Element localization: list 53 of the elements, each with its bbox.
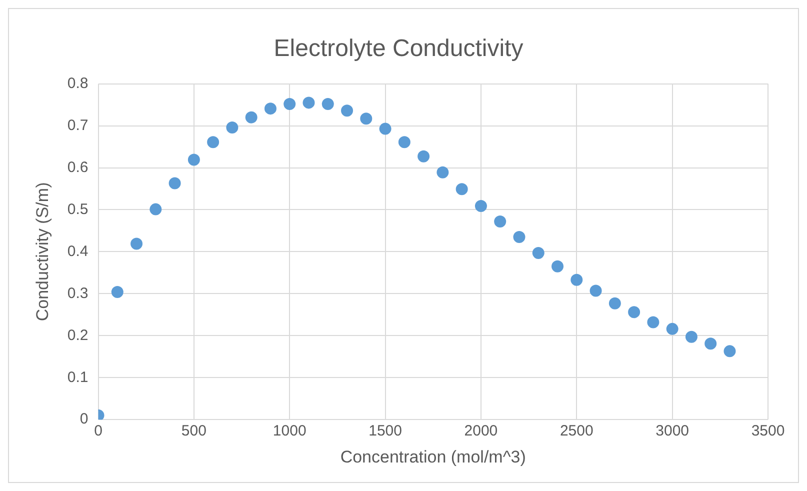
- y-tick-label: 0.6: [67, 158, 88, 176]
- y-tick-label: 0.2: [67, 326, 88, 344]
- y-tick-label: 0.7: [67, 116, 88, 134]
- x-tick-label: 500: [181, 422, 206, 440]
- x-tick-label: 2000: [464, 422, 498, 440]
- point: [284, 98, 296, 110]
- point: [608, 297, 621, 310]
- x-tick-label: 1500: [368, 422, 402, 440]
- point: [552, 260, 564, 272]
- point: [685, 330, 698, 343]
- point: [647, 316, 660, 328]
- chart-title: Electrolyte Conductivity: [274, 35, 524, 62]
- point: [226, 121, 238, 134]
- point: [130, 238, 143, 250]
- x-tick-label: 3000: [656, 422, 690, 440]
- point: [513, 231, 526, 244]
- x-tick-label: 0: [94, 422, 102, 440]
- point: [207, 136, 220, 148]
- point: [456, 183, 468, 196]
- point: [188, 154, 200, 166]
- point: [302, 96, 315, 109]
- point: [628, 306, 640, 318]
- point: [379, 122, 392, 135]
- point: [168, 177, 181, 190]
- x-tick-label: 3500: [751, 422, 785, 440]
- x-tick-label: 1000: [272, 422, 306, 440]
- y-tick-label: 0.5: [67, 200, 88, 218]
- y-tick-label: 0.4: [67, 242, 88, 260]
- y-tick-label: 0.1: [67, 368, 88, 386]
- point: [150, 203, 162, 216]
- point: [264, 102, 276, 115]
- x-tick-label: 2500: [560, 422, 594, 440]
- point: [360, 112, 372, 125]
- x-axis-title: Concentration (mol/m^3): [340, 447, 526, 466]
- point: [398, 136, 410, 148]
- point: [111, 286, 124, 298]
- point: [245, 111, 258, 124]
- point: [724, 345, 736, 358]
- y-axis-title: Conductivity (S/m): [32, 182, 52, 322]
- point: [532, 246, 544, 259]
- point: [704, 338, 717, 350]
- point: [590, 284, 602, 297]
- point: [341, 104, 354, 117]
- point: [322, 98, 334, 110]
- y-tick-label: 0.8: [67, 74, 88, 92]
- point: [666, 322, 678, 335]
- y-tick-label: 0.3: [67, 284, 88, 302]
- point: [474, 200, 487, 212]
- point: [494, 215, 506, 228]
- point: [418, 150, 430, 162]
- y-tick-label: 0: [80, 410, 88, 428]
- point: [570, 274, 583, 286]
- point: [436, 166, 449, 178]
